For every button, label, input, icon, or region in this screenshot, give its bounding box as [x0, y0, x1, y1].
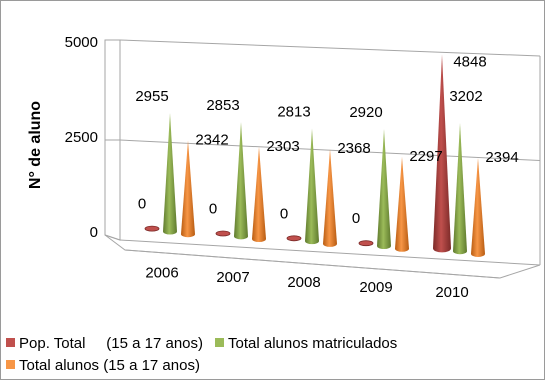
data-label-2007-0: 0	[209, 200, 217, 217]
data-label-2009-1: 2920	[349, 104, 382, 121]
y-tick-label: 0	[90, 224, 98, 241]
floor-front	[124, 249, 501, 279]
cone-2009-1	[377, 129, 391, 250]
data-label-2008-1: 2813	[277, 103, 310, 120]
data-label-2006-1: 2955	[135, 88, 168, 105]
data-label-2010-1: 3202	[449, 88, 482, 105]
cone-2010-0	[433, 54, 451, 253]
cone-marks	[144, 54, 486, 257]
cone-2006-2	[181, 140, 195, 238]
data-label-2007-1: 2853	[206, 97, 239, 114]
data-label-2006-0: 0	[138, 196, 146, 213]
legend-item-total-15-17: Total alunos (15 a 17 anos)	[6, 355, 200, 377]
y-axis: 0 2500 5000	[65, 34, 98, 241]
legend-swatch-total-15-17	[6, 360, 15, 369]
legend-swatch-total-matriculados	[215, 338, 225, 347]
y-tick-label: 5000	[65, 34, 98, 51]
legend: Pop. Total (15 a 17 anos) Total alunos ma…	[6, 333, 542, 377]
chart-walls	[104, 39, 541, 279]
data-label-2009-2: 2297	[409, 148, 442, 165]
x-tick-label-2008: 2008	[287, 274, 320, 291]
cone-2008-0	[286, 235, 302, 242]
data-label-2007-2: 2303	[266, 138, 299, 155]
legend-label-pop-total: Pop. Total (15 a 17 anos)	[19, 335, 204, 352]
data-labels: 0 2955 2342 0 2853 2303 0 2813 2368 0 2920 2297 4848…	[135, 53, 518, 227]
data-label-2008-0: 0	[280, 205, 288, 222]
cone-2007-1	[234, 122, 248, 240]
data-label-2010-2: 2394	[485, 149, 518, 166]
legend-label-total-matriculados: Total alunos matriculados	[228, 335, 398, 352]
cone-2009-0	[358, 240, 374, 247]
x-axis-labels: 2006 2007 2008 2009 2010	[145, 264, 468, 301]
cone-2007-2	[252, 146, 266, 243]
legend-item-total-matriculados: Total alunos matriculados	[215, 333, 397, 355]
gridline	[119, 39, 541, 57]
cone-2006-0	[144, 225, 160, 232]
data-label-2008-2: 2368	[337, 140, 370, 157]
cone-2006-1	[163, 113, 177, 235]
legend-label-total-15-17: Total alunos (15 a 17 anos)	[19, 357, 200, 374]
legend-item-pop-total: Pop. Total (15 a 17 anos)	[6, 333, 203, 355]
data-label-2010-0: 4848	[453, 53, 486, 70]
x-tick-label-2010: 2010	[435, 284, 468, 301]
y-tick-label: 2500	[65, 129, 98, 146]
data-label-2009-0: 0	[352, 210, 360, 227]
cone-2010-2	[471, 158, 486, 257]
cone-2008-1	[305, 128, 319, 245]
side-gridline	[104, 234, 121, 241]
cone-2010-1	[453, 123, 467, 255]
gridline	[119, 239, 541, 266]
cone-2009-2	[395, 156, 409, 252]
cone-2008-2	[323, 149, 337, 247]
legend-swatch-pop-total	[6, 338, 15, 347]
x-tick-label-2007: 2007	[216, 269, 249, 286]
cone-2007-0	[215, 230, 231, 237]
x-tick-label-2006: 2006	[145, 264, 178, 281]
data-label-2006-2: 2342	[195, 131, 228, 148]
y-axis-label: N° de aluno	[27, 101, 44, 189]
x-tick-label-2009: 2009	[359, 279, 392, 296]
